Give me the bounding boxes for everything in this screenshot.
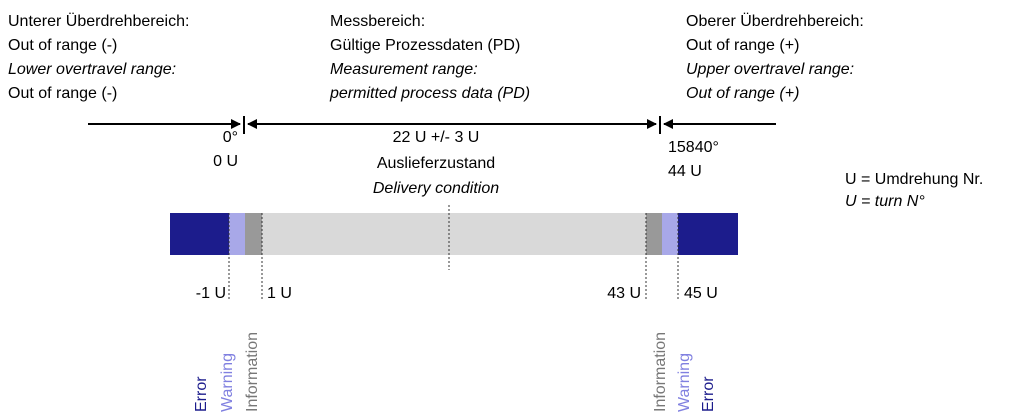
text: Out of range (-) <box>8 37 117 54</box>
text: permitted process data (PD) <box>329 85 530 102</box>
label: Delivery condition <box>373 180 499 197</box>
text: Measurement range: <box>330 61 478 78</box>
bar-label: -1 U <box>196 285 226 302</box>
heading: Unterer Überdrehbereich: <box>8 12 189 30</box>
zone-label: Error <box>193 376 210 412</box>
dotted-lines <box>228 205 679 300</box>
zone-label: Information <box>244 332 261 412</box>
error-zone <box>170 213 229 255</box>
measurement-zone <box>262 213 646 255</box>
bar-label: 43 U <box>607 285 641 302</box>
text: Upper overtravel range: <box>686 61 854 78</box>
bar-label: 45 U <box>684 285 718 302</box>
text: Lower overtravel range: <box>8 61 176 78</box>
heading: Oberer Überdrehbereich: <box>686 12 864 30</box>
label: 15840° <box>668 139 719 156</box>
label: 22 U +/- 3 U <box>393 129 480 146</box>
warning-zone <box>229 213 245 255</box>
text: Out of range (-) <box>8 85 117 102</box>
arrows <box>88 116 776 134</box>
label: 44 U <box>668 163 702 180</box>
bar <box>170 213 738 255</box>
text: Out of range (+) <box>686 37 799 54</box>
zone-label: Warning <box>676 353 693 412</box>
column-texts: Unterer Überdrehbereich: Out of range (-… <box>8 12 864 102</box>
zone-label: Information <box>652 332 669 412</box>
text: Gültige Prozessdaten (PD) <box>330 37 520 54</box>
label: 0 U <box>213 153 238 170</box>
zone-label: Error <box>700 376 717 412</box>
heading: Messbereich: <box>330 13 425 30</box>
error-zone <box>678 213 738 255</box>
information-zone <box>245 213 262 255</box>
warning-zone <box>662 213 678 255</box>
legend: U = turn N° <box>845 193 925 210</box>
bar-label: 1 U <box>267 285 292 302</box>
information-zone <box>646 213 662 255</box>
legend: U = Umdrehung Nr. <box>845 171 983 188</box>
label: Auslieferzustand <box>377 155 495 172</box>
zone-label: Warning <box>219 353 236 412</box>
text: Out of range (+) <box>686 85 799 102</box>
label: 0° <box>223 129 238 146</box>
